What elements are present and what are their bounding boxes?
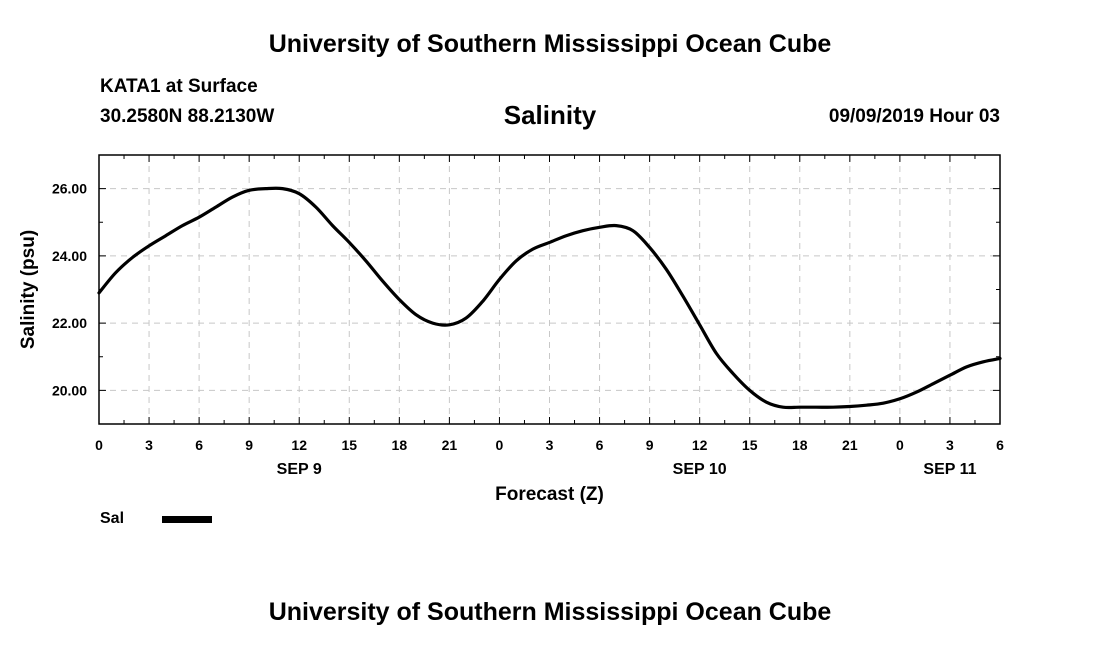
x-tick-label: 15 [341, 437, 357, 453]
x-tick-label: 0 [496, 437, 504, 453]
series-line-salinity [97, 186, 1002, 410]
x-tick-label: 12 [692, 437, 708, 453]
legend-label: Sal [100, 510, 125, 527]
y-axis-label: Salinity (psu) [18, 230, 39, 349]
x-tick-label: 18 [392, 437, 408, 453]
x-tick-label: 12 [291, 437, 307, 453]
footer-title: University of Southern Mississippi Ocean… [268, 598, 832, 626]
day-label: SEP 11 [923, 461, 976, 478]
y-tick-label: 22.00 [52, 315, 87, 331]
x-tick-label: 3 [946, 437, 954, 453]
station-coordinates: 30.2580N 88.2130W [100, 106, 275, 127]
chart-title: Salinity [503, 100, 597, 130]
x-tick-label: 6 [996, 437, 1004, 453]
x-tick-label: 3 [546, 437, 554, 453]
x-tick-label: 9 [646, 437, 654, 453]
station-name: KATA1 at Surface [100, 76, 258, 97]
x-tick-label: 0 [896, 437, 904, 453]
forecast-datetime: 09/09/2019 Hour 03 [828, 106, 1000, 127]
x-tick-label: 21 [442, 437, 458, 453]
y-tick-label: 26.00 [52, 181, 87, 197]
legend-swatch [162, 516, 212, 523]
x-tick-label: 3 [145, 437, 153, 453]
y-tick-label: 24.00 [52, 248, 87, 264]
y-tick-label: 20.00 [52, 382, 87, 398]
page-title: University of Southern Mississippi Ocean… [268, 30, 832, 58]
x-tick-label: 21 [842, 437, 858, 453]
day-label: SEP 9 [277, 461, 322, 478]
x-axis-label: Forecast (Z) [495, 484, 604, 505]
x-tick-label: 6 [596, 437, 604, 453]
x-tick-label: 0 [95, 437, 103, 453]
day-label: SEP 10 [673, 461, 727, 478]
x-tick-label: 6 [195, 437, 203, 453]
x-tick-label: 18 [792, 437, 808, 453]
x-tick-label: 15 [742, 437, 758, 453]
x-tick-label: 9 [245, 437, 253, 453]
